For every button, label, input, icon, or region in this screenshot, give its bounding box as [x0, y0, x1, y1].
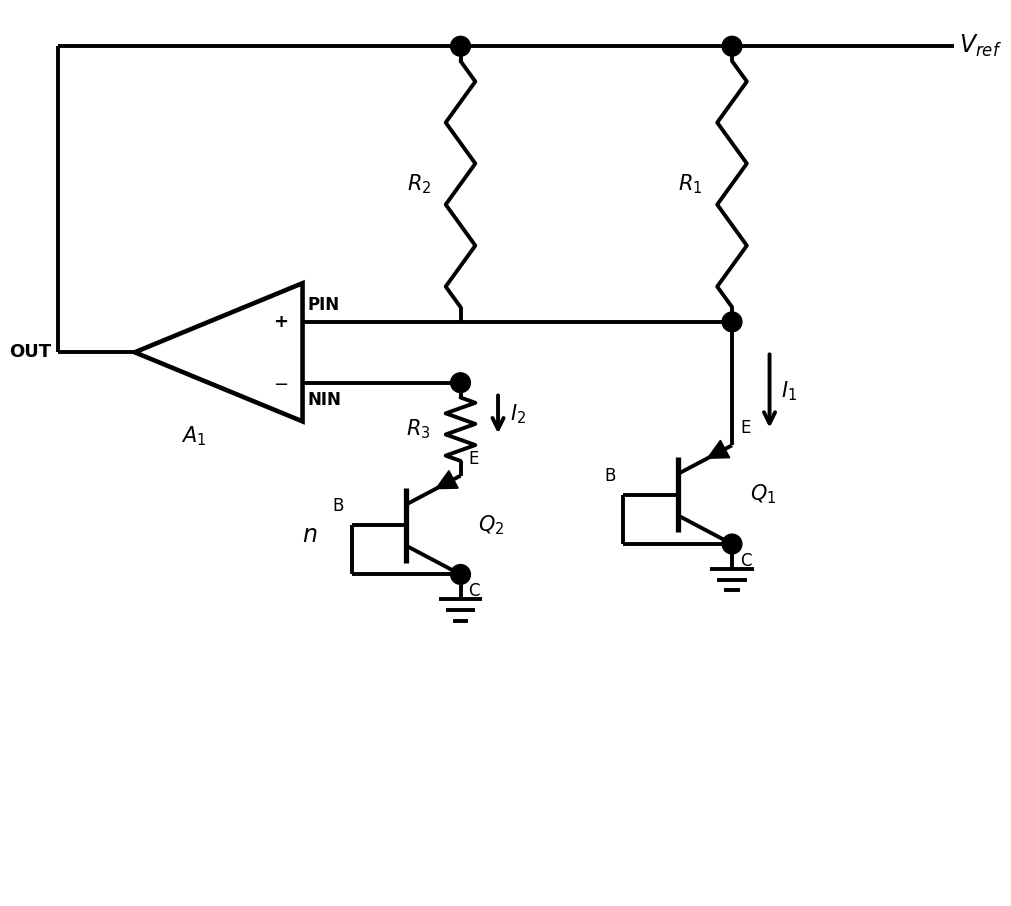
Polygon shape: [436, 471, 458, 488]
Text: $I_2$: $I_2$: [510, 402, 526, 426]
Text: $A_1$: $A_1$: [181, 424, 206, 448]
Polygon shape: [708, 440, 730, 458]
Text: $I_1$: $I_1$: [782, 380, 798, 403]
Text: C: C: [740, 552, 751, 570]
Circle shape: [451, 564, 470, 584]
Text: $R_2$: $R_2$: [406, 172, 431, 196]
Text: $Q_2$: $Q_2$: [478, 514, 504, 537]
Text: E: E: [468, 449, 479, 467]
Text: $n$: $n$: [302, 523, 317, 547]
Text: $R_3$: $R_3$: [406, 418, 431, 441]
Text: C: C: [468, 583, 480, 601]
Text: B: B: [333, 497, 344, 516]
Circle shape: [451, 36, 470, 56]
Text: NIN: NIN: [307, 390, 342, 409]
Circle shape: [722, 36, 742, 56]
Text: PIN: PIN: [307, 296, 340, 314]
Text: E: E: [740, 419, 750, 438]
Text: $Q_1$: $Q_1$: [750, 483, 776, 506]
Text: OUT: OUT: [9, 343, 51, 361]
Circle shape: [451, 373, 470, 392]
Circle shape: [722, 535, 742, 554]
Text: +: +: [273, 313, 288, 331]
Text: B: B: [605, 467, 616, 485]
Text: $-$: $-$: [273, 373, 288, 391]
Circle shape: [722, 312, 742, 332]
Text: $R_1$: $R_1$: [678, 172, 703, 196]
Text: $V_{ref}$: $V_{ref}$: [959, 34, 1002, 59]
